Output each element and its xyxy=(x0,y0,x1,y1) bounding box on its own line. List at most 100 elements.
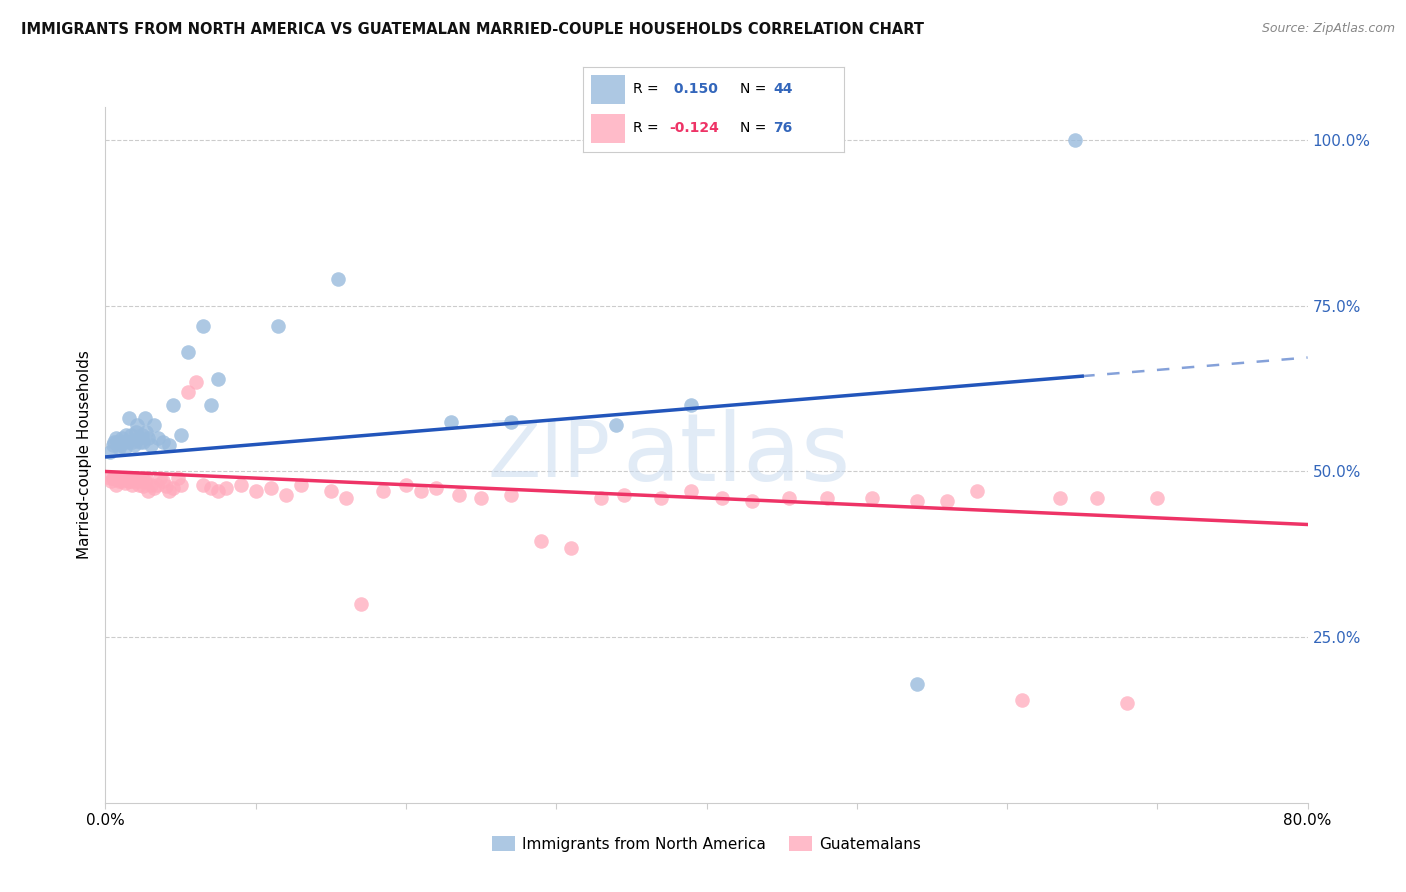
Point xyxy=(112,471,135,485)
Point xyxy=(710,491,733,505)
Bar xyxy=(592,75,626,104)
Point xyxy=(114,476,136,491)
Text: R =: R = xyxy=(633,121,658,135)
Point xyxy=(118,475,141,489)
Point xyxy=(162,481,184,495)
Text: 76: 76 xyxy=(773,121,793,135)
Point xyxy=(110,438,132,452)
Point xyxy=(146,431,169,445)
Point xyxy=(108,475,131,489)
Point xyxy=(860,491,883,505)
Point xyxy=(267,318,290,333)
Point xyxy=(290,477,312,491)
Text: 44: 44 xyxy=(773,82,793,96)
Point xyxy=(905,494,928,508)
Point xyxy=(207,484,229,499)
Point xyxy=(122,438,145,452)
Text: N =: N = xyxy=(740,82,766,96)
Point xyxy=(120,428,142,442)
Point xyxy=(184,375,207,389)
Point xyxy=(134,475,156,489)
Point xyxy=(613,488,636,502)
Point xyxy=(152,434,174,449)
Point xyxy=(157,484,180,499)
Point xyxy=(129,475,152,489)
Point xyxy=(350,597,373,611)
Point xyxy=(111,475,134,489)
Point xyxy=(815,491,838,505)
Point xyxy=(440,415,463,429)
Point xyxy=(117,471,139,485)
Point xyxy=(229,477,252,491)
Point xyxy=(132,479,155,493)
Point xyxy=(157,438,180,452)
Point xyxy=(650,491,672,505)
Point xyxy=(191,318,214,333)
Point xyxy=(107,472,129,486)
Text: R =: R = xyxy=(633,82,658,96)
Point xyxy=(121,477,143,491)
Text: 0.150: 0.150 xyxy=(669,82,718,96)
Point xyxy=(1049,491,1071,505)
Point xyxy=(373,484,395,499)
Point xyxy=(1146,491,1168,505)
Point xyxy=(110,471,132,485)
Point xyxy=(681,484,703,499)
Point xyxy=(260,481,283,495)
Point xyxy=(100,475,122,489)
Point xyxy=(107,434,129,449)
Text: ZIP: ZIP xyxy=(488,417,610,493)
Point xyxy=(142,481,165,495)
Point xyxy=(166,471,188,485)
Point xyxy=(128,431,150,445)
Point xyxy=(103,434,125,449)
Point xyxy=(115,472,138,486)
Point xyxy=(591,491,613,505)
Point xyxy=(120,475,142,489)
Point xyxy=(200,398,222,412)
Point xyxy=(741,494,763,508)
Point xyxy=(112,434,135,449)
Point xyxy=(134,411,156,425)
Point xyxy=(101,438,124,452)
Point xyxy=(101,471,124,485)
Point xyxy=(470,491,492,505)
Point xyxy=(200,481,222,495)
Point xyxy=(245,484,267,499)
Point xyxy=(104,477,127,491)
Point xyxy=(335,491,357,505)
Point xyxy=(136,431,159,445)
Point xyxy=(155,479,177,493)
Point xyxy=(501,488,523,502)
Point xyxy=(905,676,928,690)
Point xyxy=(409,484,432,499)
Point xyxy=(103,471,125,485)
Text: IMMIGRANTS FROM NORTH AMERICA VS GUATEMALAN MARRIED-COUPLE HOUSEHOLDS CORRELATIO: IMMIGRANTS FROM NORTH AMERICA VS GUATEMA… xyxy=(21,22,924,37)
Point xyxy=(1011,693,1033,707)
Point xyxy=(530,534,553,549)
Point xyxy=(319,484,342,499)
Point xyxy=(136,484,159,499)
Point xyxy=(122,475,145,489)
Point xyxy=(104,431,127,445)
Point xyxy=(560,541,582,555)
Point xyxy=(169,428,191,442)
Point xyxy=(145,477,167,491)
Point xyxy=(98,444,121,458)
Text: atlas: atlas xyxy=(623,409,851,501)
Y-axis label: Married-couple Households: Married-couple Households xyxy=(77,351,93,559)
Point xyxy=(111,431,134,445)
Point xyxy=(152,475,174,489)
Point xyxy=(129,434,152,449)
Point xyxy=(142,418,165,433)
Point xyxy=(125,472,148,486)
Point xyxy=(1063,133,1085,147)
Point xyxy=(966,484,988,499)
Point xyxy=(936,494,959,508)
Point xyxy=(114,442,136,456)
Point xyxy=(328,272,350,286)
Point xyxy=(395,477,418,491)
Point xyxy=(124,471,146,485)
Point xyxy=(125,418,148,433)
Point xyxy=(98,471,121,485)
